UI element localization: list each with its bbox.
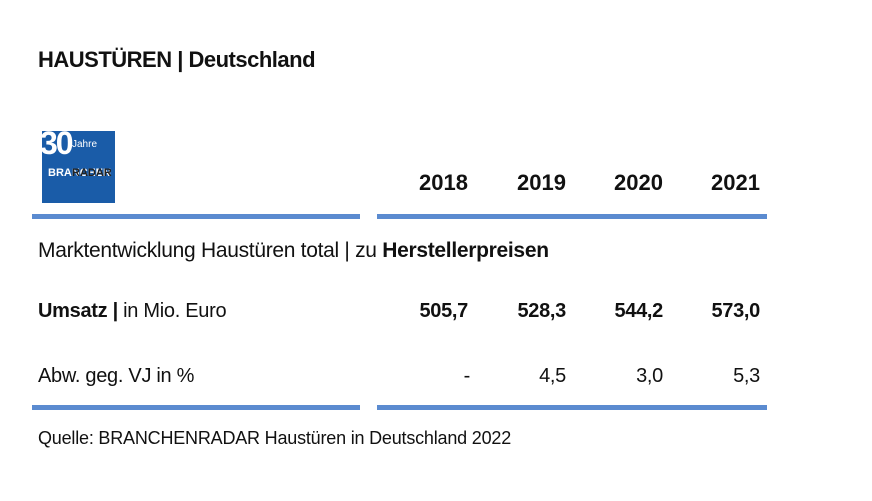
year: 2021 xyxy=(711,170,760,195)
rule xyxy=(32,214,360,219)
row-label-text: in Mio. Euro xyxy=(123,300,227,322)
logo-brand: RADAR xyxy=(72,167,112,179)
cell: 544,2 xyxy=(614,300,663,322)
cell: 5,3 xyxy=(733,365,760,387)
row-label-bold: Umsatz | xyxy=(38,300,118,322)
cell: - xyxy=(463,365,471,387)
rule xyxy=(377,214,767,219)
logo-brand: BRANCHEN xyxy=(48,167,111,179)
year: 2020 xyxy=(614,170,663,195)
cell: 4,5 xyxy=(539,365,566,387)
section-text: Marktentwicklung Haustüren total | zu xyxy=(38,239,377,262)
section-bold: Herstellerpreisen xyxy=(382,239,549,262)
rule xyxy=(32,405,360,410)
row-label: Umsatz | in Mio. Euro xyxy=(38,300,227,323)
cell: 528,3 xyxy=(517,300,566,322)
cell: 505,7 xyxy=(419,300,468,322)
source: Quelle: BRANCHENRADAR Haustüren in Deuts… xyxy=(38,428,512,448)
logo-number: 30 xyxy=(40,125,74,161)
cell: 573,0 xyxy=(711,300,760,322)
title: HAUSTÜREN | Deutschland xyxy=(38,47,316,72)
rule xyxy=(377,405,767,410)
logo-label: Jahre xyxy=(72,139,98,150)
cell: 3,0 xyxy=(636,365,663,387)
year: 2019 xyxy=(517,170,566,195)
row-label: Abw. geg. VJ in % xyxy=(38,365,195,387)
logo: 30 Jahre BRANCHEN xyxy=(40,125,115,203)
year: 2018 xyxy=(419,170,468,195)
section-heading: Marktentwicklung Haustüren total | zu He… xyxy=(38,239,549,263)
